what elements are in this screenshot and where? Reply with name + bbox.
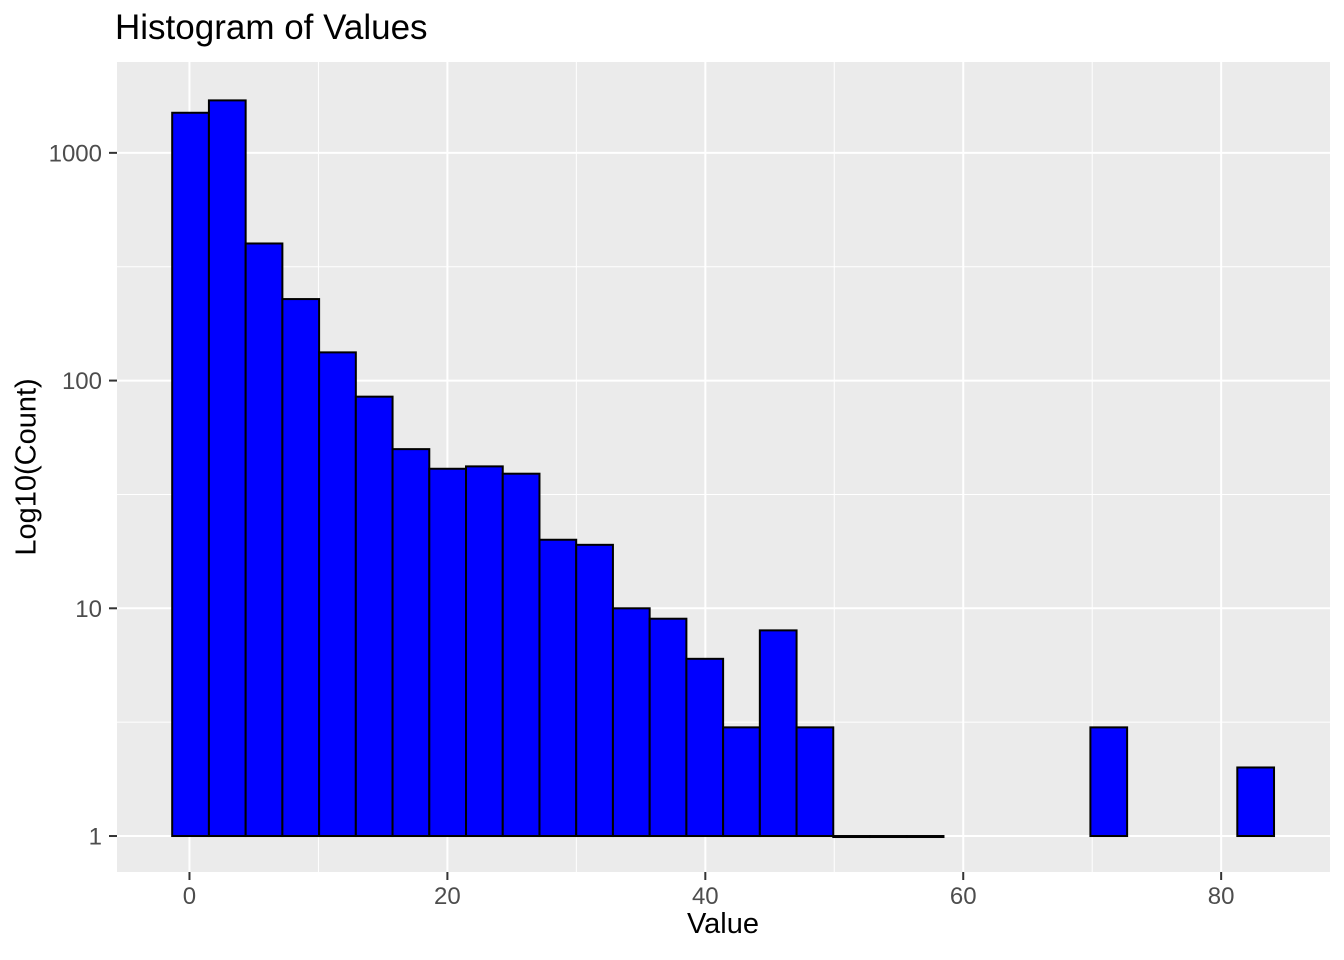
histogram-bar xyxy=(281,298,321,838)
histogram-bar xyxy=(318,351,357,838)
y-tick-label: 100 xyxy=(62,368,102,395)
histogram-bar xyxy=(869,835,908,839)
x-tick-label: 60 xyxy=(950,883,977,910)
y-tick-label: 10 xyxy=(75,596,102,623)
histogram-bar xyxy=(795,726,835,838)
histogram-bar xyxy=(1236,766,1276,838)
histogram-bar xyxy=(171,111,210,838)
histogram-bar xyxy=(685,657,725,838)
x-axis-title: Value xyxy=(686,908,760,940)
histogram-bar xyxy=(1089,726,1129,838)
y-tick-label: 1 xyxy=(89,824,102,851)
histogram-bar xyxy=(428,467,468,838)
histogram-bar xyxy=(465,465,504,838)
histogram-bar xyxy=(244,242,284,838)
x-tick-label: 80 xyxy=(1208,883,1235,910)
histogram-bar xyxy=(648,617,688,838)
histogram-bar xyxy=(722,726,761,838)
histogram-bar xyxy=(905,835,945,839)
histogram-bar xyxy=(575,543,614,838)
x-tick-label: 40 xyxy=(692,883,719,910)
histogram-bar xyxy=(501,472,541,838)
histogram-bar xyxy=(832,835,872,839)
y-axis-title: Log10(Count) xyxy=(10,378,43,556)
plot-title: Histogram of Values xyxy=(115,8,428,47)
y-tick-label: 1000 xyxy=(49,140,102,167)
histogram-bar xyxy=(354,395,394,838)
x-tick-label: 20 xyxy=(434,883,461,910)
histogram-bar xyxy=(611,607,651,838)
histogram-bar xyxy=(207,99,247,838)
histogram-bar xyxy=(538,538,578,838)
histogram-bar xyxy=(758,629,798,838)
histogram-bar xyxy=(391,448,431,838)
x-tick-label: 0 xyxy=(183,883,196,910)
